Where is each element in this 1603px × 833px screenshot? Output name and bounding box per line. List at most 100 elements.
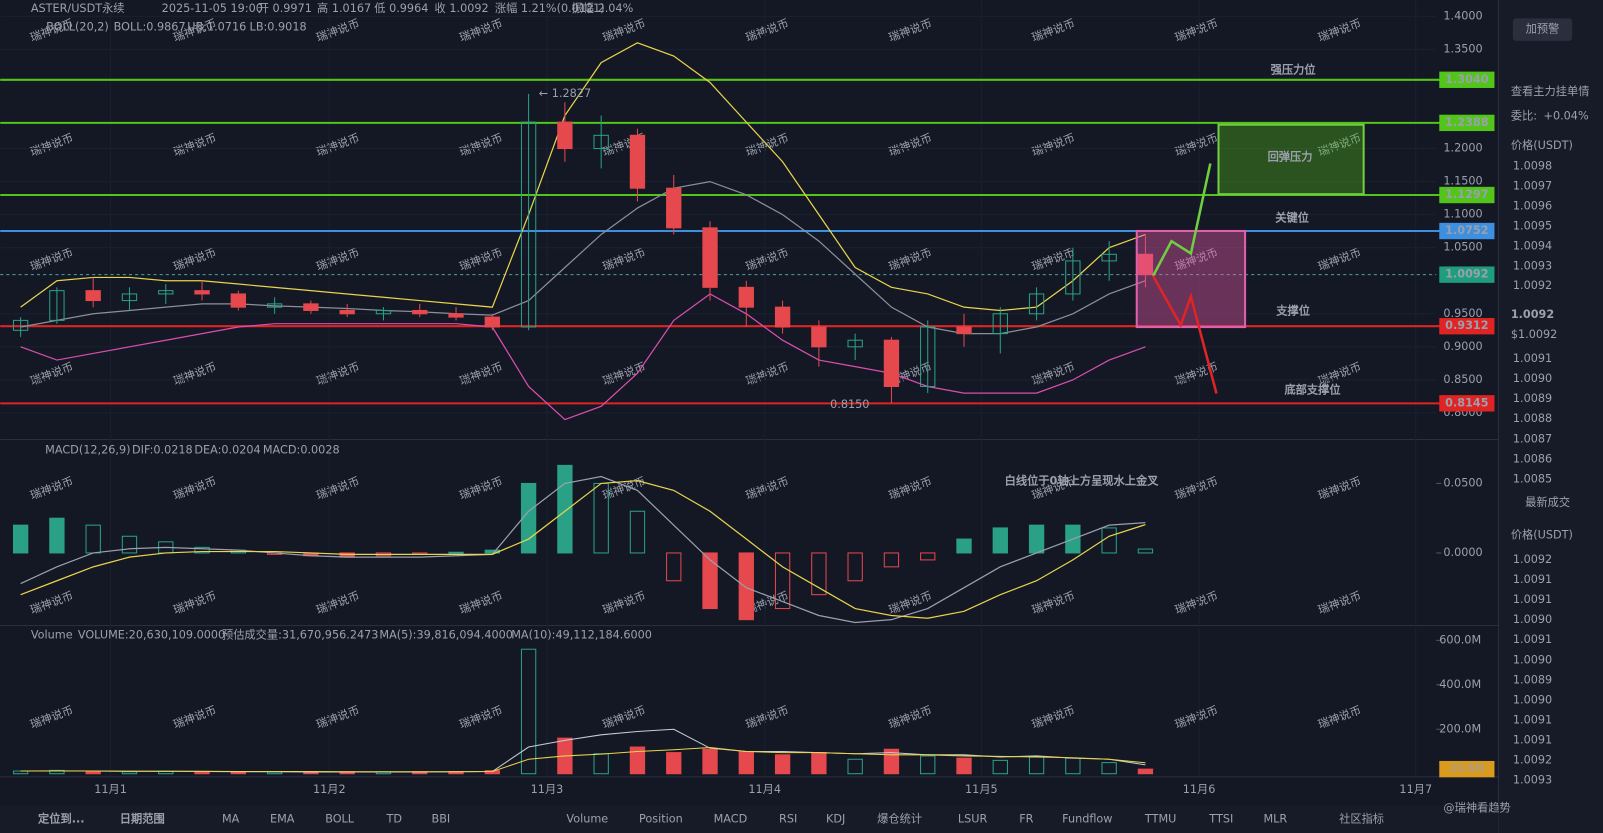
toolbar-item[interactable]: TTMU — [1144, 813, 1176, 826]
ohlc-item: 振幅 2.04% — [572, 1, 634, 15]
ask-price: 1.0097 — [1513, 180, 1552, 193]
toolbar-item[interactable]: BBI — [432, 813, 451, 826]
current-tag — [1439, 266, 1495, 283]
ask-price: 1.0096 — [1513, 199, 1552, 212]
volume-tag — [1439, 760, 1495, 778]
candle-body — [920, 326, 936, 387]
trade-price: 1.0092 — [1513, 553, 1552, 566]
macd-bar — [702, 552, 718, 610]
toolbar-item[interactable]: RSI — [779, 813, 797, 826]
rebound-box — [1217, 123, 1365, 196]
trade-price: 1.0091 — [1513, 633, 1552, 646]
candle-body — [412, 309, 428, 315]
ask-price: 1.0092 — [1513, 279, 1552, 292]
volume-bar — [1137, 768, 1154, 775]
toolbar-item[interactable]: MA — [222, 813, 240, 826]
ohlc-item: 开 0.9971 — [258, 2, 312, 15]
volume-bar — [811, 752, 827, 775]
ohlc-item: 收 1.0092 — [435, 1, 489, 15]
macd-bar — [121, 535, 138, 554]
level-label: 0.9312 — [1445, 319, 1488, 332]
dif-line — [20, 475, 1146, 624]
toolbar-item[interactable]: TD — [386, 813, 403, 826]
toolbar-item[interactable]: MLR — [1263, 813, 1287, 826]
y-tick-label: 0.0500 — [1443, 476, 1482, 489]
level-tag — [1439, 222, 1495, 240]
y-tick-label: 0.8500 — [1443, 373, 1482, 386]
toolbar-item[interactable]: KDJ — [826, 813, 845, 826]
y-tick-label: 1.4000 — [1443, 9, 1482, 22]
candle-body — [666, 187, 682, 229]
ask-price: 1.0095 — [1513, 219, 1552, 232]
volume-bar — [992, 759, 1008, 775]
ask-price: 1.0098 — [1513, 160, 1552, 173]
macd-bar — [738, 552, 754, 621]
macd-bar — [956, 538, 972, 554]
toolbar-item[interactable]: TTSI — [1208, 813, 1233, 826]
macd-bar — [811, 552, 827, 596]
level-label: 1.0752 — [1445, 224, 1488, 237]
low-label: 0.8150 — [830, 398, 869, 411]
toolbar-item[interactable]: Position — [639, 813, 683, 826]
candle-body — [12, 319, 29, 331]
indicator-value: MACD:0.0028 — [263, 444, 340, 457]
volume-bar — [920, 755, 936, 775]
volume-bar — [738, 750, 754, 775]
toolbar-item[interactable]: LSUR — [958, 813, 988, 826]
signature: @瑞神看趋势 — [1443, 800, 1510, 814]
annotation: 底部支撑位 — [1284, 382, 1340, 396]
x-tick-label: 11月6 — [1183, 783, 1216, 796]
toolbar-item[interactable]: 社区指标 — [1339, 812, 1384, 826]
alert-button[interactable] — [1512, 18, 1573, 41]
candle-body — [702, 227, 718, 288]
annotation: 回弹压力 — [1268, 149, 1313, 163]
dea-line — [20, 480, 1146, 619]
candle-body — [194, 290, 210, 295]
ask-price: 1.0093 — [1513, 259, 1552, 272]
volume-bar — [774, 754, 791, 775]
candle-body — [1101, 253, 1117, 262]
level-label: 1.3040 — [1445, 73, 1489, 86]
candle-body — [339, 309, 355, 315]
toolbar-item[interactable]: Fundflow — [1062, 813, 1112, 826]
trade-price: 1.0091 — [1513, 573, 1552, 586]
candle-body — [520, 121, 537, 328]
key-box — [1135, 229, 1247, 329]
volume-bar — [702, 748, 718, 775]
y-tick-label: 0.0000 — [1443, 546, 1482, 559]
annotation: 支撑位 — [1275, 304, 1310, 318]
bid-price: 1.0085 — [1513, 473, 1552, 486]
volume-bar — [956, 757, 972, 775]
macd-bar — [12, 524, 29, 554]
toolbar-item[interactable]: EMA — [270, 813, 295, 826]
toolbar-item[interactable]: MACD — [714, 813, 748, 826]
order-panel-bg — [1498, 0, 1603, 833]
candle-body — [1065, 260, 1081, 295]
toolbar-item[interactable]: BOLL — [325, 813, 355, 826]
bid-price: 1.0087 — [1513, 432, 1552, 445]
candle-body — [629, 134, 646, 189]
indicator-value: MA(5):39,816,094.4000 — [379, 629, 513, 642]
level-tag — [1439, 395, 1495, 412]
toolbar-item[interactable]: 日期范围 — [120, 812, 165, 826]
trade-price: 1.0089 — [1513, 673, 1552, 686]
volume-bar — [484, 770, 500, 775]
toolbar-item[interactable]: Volume — [566, 813, 608, 826]
macd-bar — [448, 551, 464, 554]
annotation: 关键位 — [1275, 211, 1309, 225]
toolbar-item[interactable]: 爆仓统计 — [877, 812, 922, 826]
toolbar-item[interactable]: FR — [1019, 813, 1033, 826]
column-header: 价格(USDT) — [1511, 138, 1573, 152]
trade-price: 1.0090 — [1513, 613, 1552, 626]
macd-bar — [883, 552, 900, 568]
toolbar-item[interactable]: 定位到... — [38, 812, 85, 826]
bid-price: 1.0091 — [1513, 352, 1552, 365]
macd-bar — [49, 517, 65, 554]
current-price-label: 1.0092 — [1445, 268, 1488, 281]
macd-bar — [666, 552, 682, 582]
volume-current: 20.6M — [1450, 762, 1485, 775]
candle-body — [883, 339, 900, 387]
y-tick-label: 0.9500 — [1443, 307, 1482, 320]
annotation: 强压力位 — [1271, 63, 1316, 77]
